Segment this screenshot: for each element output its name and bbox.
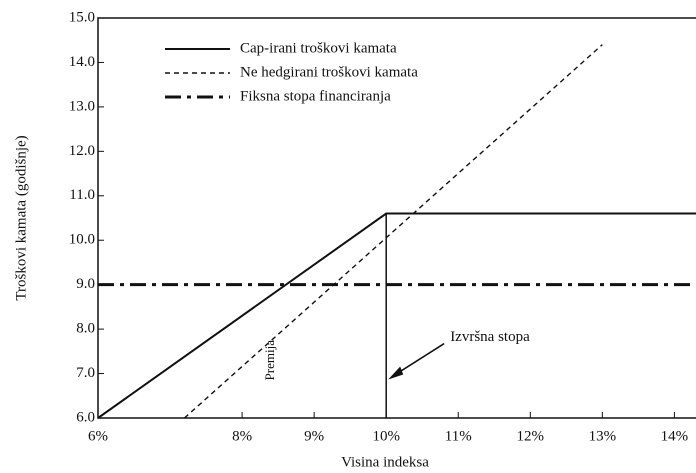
annotation-label: Izvršna stopa — [450, 329, 530, 345]
y-tick-label: 13.0 — [69, 98, 95, 114]
x-tick-label: 9% — [304, 428, 324, 444]
y-tick-label: 10.0 — [69, 232, 95, 248]
y-tick-label: 15.0 — [69, 9, 95, 25]
annotation-label: Premija — [262, 340, 277, 381]
x-axis-label: Visina indeksa — [341, 454, 429, 470]
y-tick-label: 7.0 — [76, 365, 95, 381]
x-tick-label: 6% — [88, 428, 108, 444]
x-tick-label: 10% — [372, 428, 400, 444]
arrow-head — [388, 366, 404, 380]
y-tick-label: 6.0 — [76, 409, 95, 425]
x-tick-label: 8% — [232, 428, 252, 444]
y-tick-label: 12.0 — [69, 143, 95, 159]
plot-frame — [97, 17, 696, 419]
y-tick-label: 14.0 — [69, 54, 95, 70]
y-tick-label: 9.0 — [76, 276, 95, 292]
y-axis-label: Troškovi kamata (godišnje) — [13, 135, 29, 300]
x-tick-label: 13% — [589, 428, 617, 444]
legend-label: Cap-irani troškovi kamata — [240, 40, 397, 56]
x-tick-label: 12% — [517, 428, 545, 444]
y-tick-label: 11.0 — [69, 187, 95, 203]
series-line — [183, 44, 603, 419]
x-tick-label: 14% — [661, 428, 689, 444]
x-tick-label: 11% — [445, 428, 472, 444]
legend-label: Fiksna stopa financiranja — [240, 88, 391, 104]
legend-label: Ne hedgirani troškovi kamata — [240, 64, 418, 80]
series-line — [97, 212, 696, 419]
y-tick-label: 8.0 — [76, 321, 95, 337]
